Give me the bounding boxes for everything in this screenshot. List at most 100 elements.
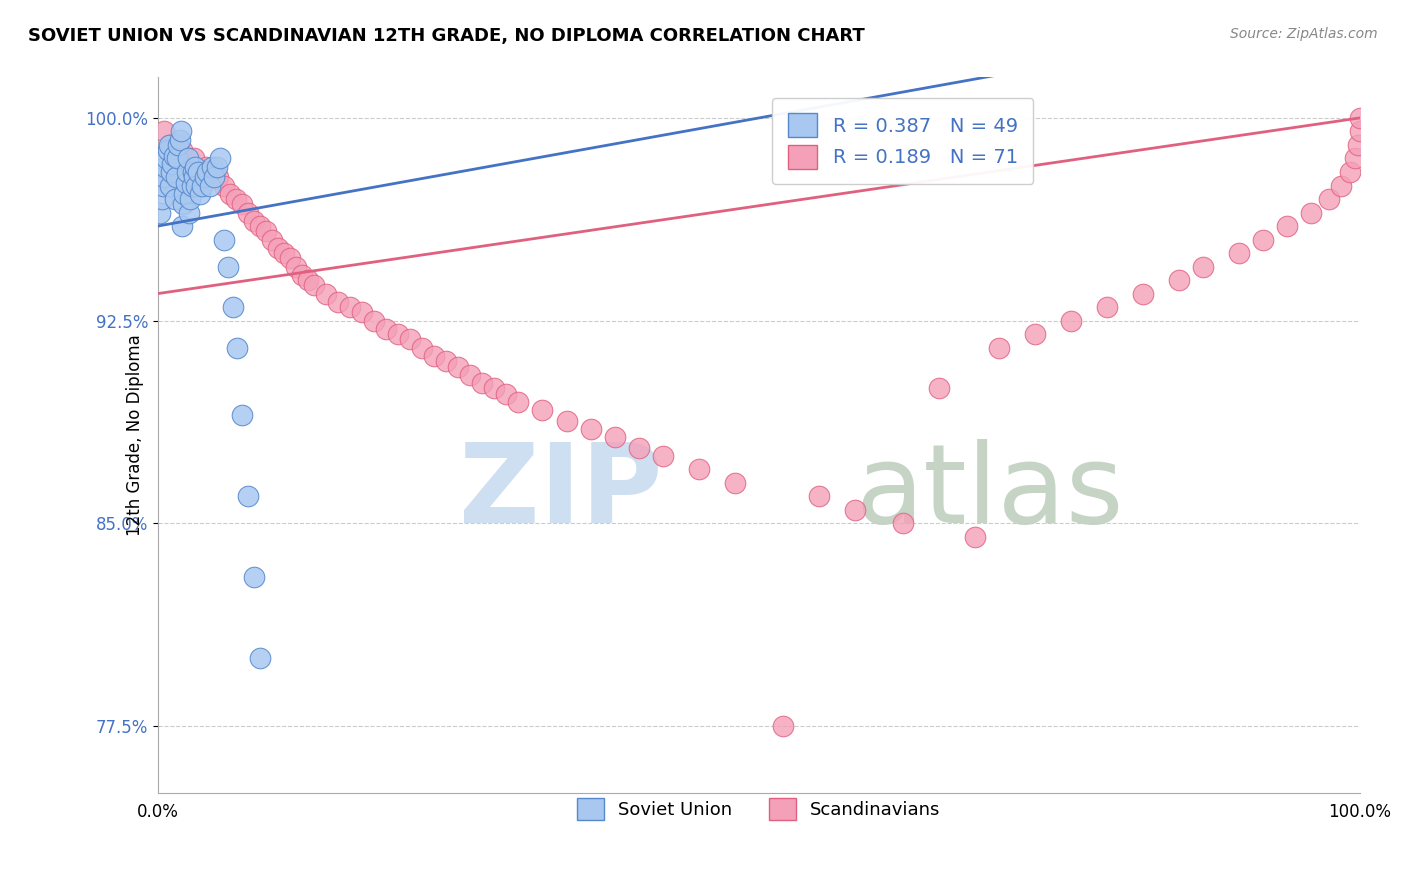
- Point: [153, 124, 176, 138]
- Point: [267, 241, 290, 255]
- Point: [172, 197, 194, 211]
- Point: [579, 422, 602, 436]
- Point: [273, 246, 295, 260]
- Point: [157, 138, 180, 153]
- Point: [555, 413, 578, 427]
- Point: [772, 719, 794, 733]
- Point: [165, 170, 187, 185]
- Point: [291, 268, 314, 282]
- Point: [1277, 219, 1299, 233]
- Point: [173, 186, 195, 201]
- Point: [328, 294, 350, 309]
- Point: [162, 157, 184, 171]
- Point: [387, 327, 409, 342]
- Point: [603, 430, 626, 444]
- Point: [1347, 138, 1369, 153]
- Point: [160, 165, 183, 179]
- Text: atlas: atlas: [855, 439, 1123, 546]
- Point: [217, 260, 239, 274]
- Point: [150, 192, 173, 206]
- Point: [236, 489, 259, 503]
- Point: [375, 321, 398, 335]
- Point: [188, 186, 211, 201]
- Point: [1253, 233, 1275, 247]
- Point: [183, 170, 205, 185]
- Point: [195, 165, 218, 179]
- Point: [187, 165, 209, 179]
- Point: [170, 124, 193, 138]
- Point: [163, 149, 186, 163]
- Point: [339, 300, 361, 314]
- Point: [163, 192, 186, 206]
- Point: [186, 178, 208, 193]
- Point: [254, 224, 277, 238]
- Point: [249, 219, 271, 233]
- Point: [363, 313, 385, 327]
- Point: [219, 186, 242, 201]
- Point: [447, 359, 470, 374]
- Point: [627, 441, 650, 455]
- Point: [159, 178, 181, 193]
- Point: [531, 402, 554, 417]
- Point: [153, 170, 176, 185]
- Point: [231, 197, 253, 211]
- Point: [209, 152, 232, 166]
- Point: [1024, 327, 1046, 342]
- Point: [243, 570, 266, 584]
- Point: [181, 165, 204, 179]
- Point: [243, 213, 266, 227]
- Point: [177, 152, 200, 166]
- Point: [204, 170, 226, 185]
- Point: [201, 160, 224, 174]
- Point: [651, 449, 673, 463]
- Point: [411, 341, 433, 355]
- Point: [928, 381, 950, 395]
- Point: [1060, 313, 1083, 327]
- Point: [1192, 260, 1215, 274]
- Point: [179, 192, 201, 206]
- Point: [195, 160, 218, 174]
- Point: [180, 178, 202, 193]
- Point: [724, 475, 747, 490]
- Point: [169, 132, 191, 146]
- Point: [434, 354, 457, 368]
- Point: [1132, 286, 1154, 301]
- Text: ZIP: ZIP: [460, 439, 662, 546]
- Point: [1319, 192, 1341, 206]
- Point: [155, 152, 177, 166]
- Point: [988, 341, 1011, 355]
- Point: [423, 349, 446, 363]
- Point: [1344, 152, 1367, 166]
- Point: [891, 516, 914, 531]
- Point: [156, 144, 179, 158]
- Point: [159, 138, 181, 153]
- Point: [221, 300, 243, 314]
- Point: [1095, 300, 1118, 314]
- Point: [170, 219, 193, 233]
- Point: [149, 205, 172, 219]
- Point: [152, 178, 174, 193]
- Point: [1168, 273, 1191, 287]
- Point: [963, 530, 986, 544]
- Point: [236, 205, 259, 219]
- Point: [155, 160, 177, 174]
- Point: [207, 170, 229, 185]
- Point: [205, 160, 228, 174]
- Point: [249, 651, 271, 665]
- Point: [471, 376, 494, 390]
- Point: [484, 381, 506, 395]
- Point: [352, 305, 374, 319]
- Point: [179, 205, 201, 219]
- Point: [184, 160, 207, 174]
- Point: [302, 278, 325, 293]
- Point: [807, 489, 830, 503]
- Point: [1330, 178, 1353, 193]
- Point: [198, 178, 221, 193]
- Point: [194, 170, 217, 185]
- Y-axis label: 12th Grade, No Diploma: 12th Grade, No Diploma: [127, 334, 145, 536]
- Point: [399, 333, 422, 347]
- Point: [1301, 205, 1323, 219]
- Point: [166, 152, 188, 166]
- Point: [225, 192, 247, 206]
- Point: [688, 462, 710, 476]
